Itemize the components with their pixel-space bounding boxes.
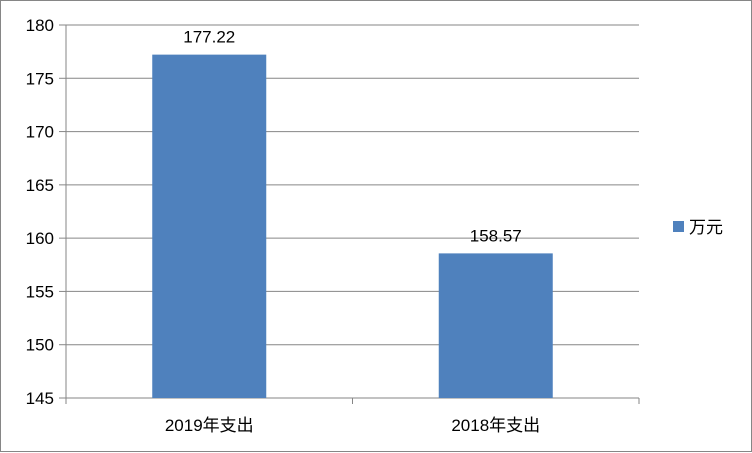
x-tick-label: 2019年支出	[165, 416, 254, 435]
y-tick-label: 155	[26, 282, 54, 301]
x-tick-label: 2018年支出	[451, 416, 540, 435]
data-label: 158.57	[470, 226, 522, 245]
legend-label: 万元	[689, 218, 723, 237]
data-label: 177.22	[183, 28, 235, 47]
y-tick-label: 145	[26, 389, 54, 408]
legend-swatch	[673, 221, 684, 232]
y-tick-label: 175	[26, 69, 54, 88]
bar-1	[152, 54, 267, 398]
y-tick-label: 150	[26, 336, 54, 355]
y-tick-label: 170	[26, 123, 54, 142]
y-tick-label: 165	[26, 176, 54, 195]
y-tick-label: 160	[26, 229, 54, 248]
y-tick-label: 180	[26, 16, 54, 35]
bar-2	[438, 253, 553, 398]
